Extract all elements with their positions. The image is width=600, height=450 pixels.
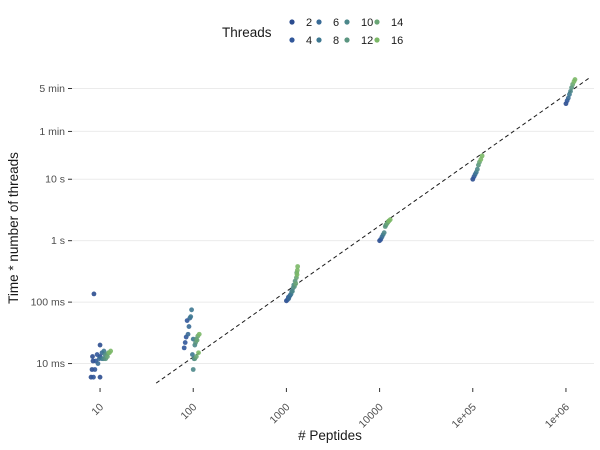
data-point-threads-10 — [474, 166, 480, 172]
data-point-threads-10 — [381, 230, 387, 236]
data-point-threads-6 — [186, 324, 192, 329]
data-point-threads-2 — [91, 291, 97, 297]
legend-title: Threads — [222, 25, 272, 40]
data-point-threads-6 — [95, 361, 101, 366]
data-point-threads-16 — [479, 153, 485, 159]
legend-label-10: 10 — [361, 17, 373, 29]
grid-lines — [72, 87, 594, 365]
data-point-threads-14 — [293, 281, 299, 287]
legend: Threads 2 4 6 8 10 12 14 16 — [222, 17, 403, 47]
legend-key-14 — [374, 19, 380, 25]
x-tick-label: 1000 — [268, 401, 293, 426]
x-tick-label: 10 — [89, 401, 106, 418]
data-point-threads-16 — [295, 264, 301, 269]
legend-key-6 — [316, 19, 322, 25]
x-tick-label: 1e+05 — [450, 401, 479, 430]
legend-key-2 — [289, 19, 295, 25]
data-point-threads-4 — [92, 367, 98, 372]
data-point-threads-4 — [94, 352, 100, 357]
legend-key-10 — [344, 19, 350, 25]
data-point-threads-2 — [90, 354, 95, 359]
data-point-threads-8 — [189, 307, 194, 313]
y-tick-label: 10 ms — [36, 358, 65, 370]
x-tick-label: 1e+06 — [543, 401, 572, 430]
y-axis-title: Time * number of threads — [6, 152, 21, 304]
legend-key-16 — [374, 37, 380, 43]
data-point-threads-14 — [105, 354, 110, 359]
x-tick-label: 10000 — [357, 401, 386, 430]
data-point-threads-4 — [91, 374, 96, 380]
y-tick-label: 10 s — [45, 174, 65, 186]
data-point-threads-16 — [294, 272, 300, 278]
legend-key-8 — [316, 37, 322, 43]
x-axis-ticks: 10 100 1000 10000 1e+05 1e+06 — [89, 388, 572, 431]
data-points — [88, 77, 578, 380]
legend-label-4: 4 — [306, 35, 312, 47]
legend-label-16: 16 — [391, 35, 403, 47]
legend-label-8: 8 — [333, 35, 339, 47]
data-point-threads-2 — [97, 342, 103, 348]
data-point-threads-6 — [185, 331, 191, 337]
data-point-threads-8 — [190, 352, 195, 357]
legend-key-12 — [344, 37, 350, 43]
y-tick-label: 1 min — [39, 126, 65, 138]
y-tick-label: 100 ms — [31, 297, 65, 309]
data-point-threads-16 — [387, 217, 393, 223]
legend-label-12: 12 — [361, 35, 373, 47]
data-point-threads-2 — [97, 374, 103, 380]
y-axis-ticks: 10 ms 100 ms 1 s 10 s 1 min 5 min — [31, 83, 72, 370]
data-point-threads-16 — [294, 267, 300, 273]
reference-line — [155, 77, 591, 384]
data-point-threads-10 — [190, 367, 196, 372]
y-tick-label: 5 min — [39, 83, 65, 95]
data-point-threads-4 — [181, 345, 187, 351]
x-axis-title: # Peptides — [298, 428, 362, 443]
data-point-threads-16 — [196, 331, 202, 337]
data-point-threads-16 — [196, 350, 201, 356]
reference-line-layer — [155, 77, 591, 384]
legend-label-2: 2 — [306, 17, 312, 29]
data-point-threads-16 — [108, 348, 114, 354]
data-point-threads-10 — [568, 88, 573, 94]
data-point-threads-14 — [193, 354, 199, 359]
data-point-threads-4 — [182, 340, 188, 345]
legend-label-14: 14 — [391, 17, 403, 29]
data-point-threads-14 — [194, 337, 200, 343]
data-point-threads-16 — [572, 77, 578, 82]
legend-key-4 — [289, 37, 295, 43]
x-tick-label: 100 — [178, 401, 199, 422]
data-point-threads-8 — [188, 314, 194, 320]
y-tick-label: 1 s — [51, 235, 65, 247]
legend-label-6: 6 — [333, 17, 339, 29]
